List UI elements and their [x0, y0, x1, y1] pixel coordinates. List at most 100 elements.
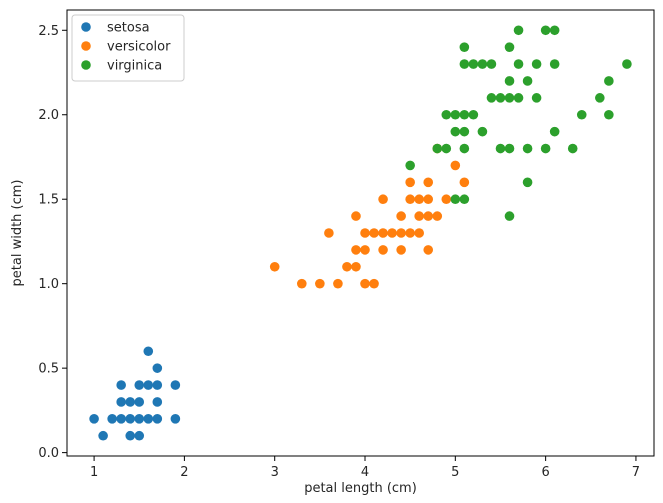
legend-item-setosa: setosa [81, 21, 150, 36]
x-tick-label: 2 [180, 465, 188, 480]
data-point [152, 380, 163, 390]
data-point [450, 109, 461, 120]
data-point [459, 194, 470, 205]
data-point [324, 228, 334, 238]
data-point [513, 59, 524, 69]
data-point [414, 211, 425, 221]
data-point [459, 42, 470, 52]
y-tick-label: 0.0 [38, 446, 59, 461]
data-point [504, 42, 515, 52]
data-point [432, 143, 443, 154]
x-axis-label: petal length (cm) [304, 481, 417, 496]
data-point [423, 245, 434, 255]
data-point [152, 397, 163, 407]
data-point [414, 228, 425, 238]
data-point [450, 194, 461, 205]
data-point [495, 93, 506, 103]
y-axis-ticks: 0.0 0.5 1.0 1.5 2.0 2.5 [38, 24, 67, 461]
legend-label: versicolor [107, 40, 171, 55]
data-point [595, 93, 605, 103]
x-axis-ticks: 1 2 3 4 5 6 7 [90, 456, 640, 480]
data-point [567, 143, 578, 154]
data-point [522, 76, 533, 86]
data-point [441, 109, 452, 120]
series-versicolor [269, 143, 470, 289]
data-point [333, 278, 343, 289]
y-axis-label: petal width (cm) [10, 180, 25, 287]
data-point [342, 261, 352, 272]
data-point [459, 109, 470, 120]
data-point [405, 194, 415, 205]
data-point [152, 414, 163, 424]
data-point [315, 278, 325, 289]
data-point [486, 59, 497, 69]
data-point [504, 93, 515, 103]
y-tick-label: 2.5 [38, 24, 59, 39]
data-point [622, 59, 632, 69]
data-point [504, 143, 515, 154]
data-point [495, 143, 506, 154]
data-point [116, 380, 126, 390]
data-point [116, 397, 126, 407]
data-point [98, 430, 108, 441]
data-point [378, 245, 388, 255]
legend-label: virginica [107, 59, 162, 74]
data-point [531, 59, 542, 69]
x-tick-label: 5 [451, 465, 459, 480]
series-setosa [89, 346, 181, 441]
data-point [604, 109, 614, 120]
data-point [116, 414, 126, 424]
data-point [351, 245, 361, 255]
data-point [269, 261, 280, 272]
legend-marker [81, 22, 91, 32]
x-tick-label: 3 [271, 465, 279, 480]
data-point [360, 278, 370, 289]
data-point [405, 228, 415, 238]
data-point [170, 414, 181, 424]
data-point [387, 228, 397, 238]
data-point [549, 59, 560, 69]
y-tick-label: 1.5 [38, 193, 59, 208]
data-points [89, 25, 632, 441]
legend-marker [81, 60, 91, 70]
data-point [405, 160, 415, 171]
data-point [369, 278, 379, 289]
data-point [134, 430, 145, 441]
data-point [522, 177, 533, 188]
legend-box [71, 14, 185, 82]
data-point [540, 25, 551, 36]
data-point [351, 261, 361, 272]
data-point [450, 126, 461, 137]
data-point [477, 59, 488, 69]
data-point [134, 397, 145, 407]
data-point [522, 143, 533, 154]
data-point [396, 211, 406, 221]
data-point [405, 177, 415, 188]
data-point [513, 25, 524, 36]
y-tick-label: 1.0 [38, 277, 59, 292]
data-point [351, 211, 361, 221]
data-point [134, 414, 145, 424]
series-virginica [405, 25, 632, 221]
data-point [441, 143, 452, 154]
data-point [107, 414, 117, 424]
data-point [369, 228, 379, 238]
data-point [531, 93, 542, 103]
legend-item-virginica: virginica [81, 59, 162, 74]
data-point [459, 126, 470, 137]
data-point [414, 194, 425, 205]
data-point [170, 380, 181, 390]
data-point [576, 109, 587, 120]
data-point [441, 194, 452, 205]
data-point [125, 414, 136, 424]
data-point [125, 397, 136, 407]
data-point [134, 380, 145, 390]
data-point [378, 228, 388, 238]
data-point [549, 126, 560, 137]
data-point [378, 194, 388, 205]
x-tick-label: 1 [90, 465, 98, 480]
data-point [450, 160, 461, 171]
data-point [432, 211, 443, 221]
data-point [143, 414, 154, 424]
